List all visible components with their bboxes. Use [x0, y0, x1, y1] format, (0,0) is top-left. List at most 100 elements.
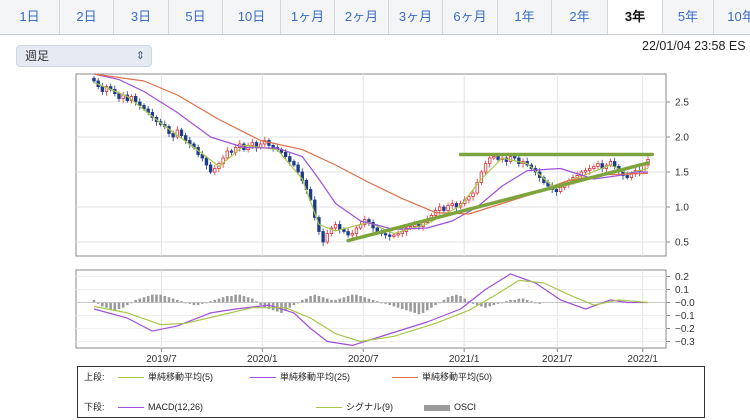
candle-body: [588, 168, 592, 171]
osci-bar: [188, 302, 192, 304]
price-y-tick-label: 2.5: [675, 98, 689, 109]
osci-bar: [113, 302, 117, 311]
candle-body: [450, 203, 454, 206]
candle-body: [338, 224, 342, 230]
osci-bar: [359, 296, 362, 303]
tab-10[interactable]: 2年: [552, 0, 608, 34]
candle-body: [454, 203, 459, 208]
osci-bar: [459, 296, 462, 303]
macd-frame: [75, 269, 667, 349]
osci-bar: [405, 302, 408, 311]
candle-body: [496, 156, 500, 160]
candle-body: [596, 163, 600, 167]
candle-body: [329, 227, 334, 234]
candle-body: [642, 164, 646, 173]
candle-body: [271, 144, 275, 148]
tab-13[interactable]: 10年: [714, 0, 750, 34]
osci-bar: [455, 294, 458, 303]
legend-item-label: 単純移動平均(25): [280, 372, 351, 382]
osci-bar: [330, 299, 333, 303]
osci-bar: [196, 302, 200, 306]
legend-item-sma50: 単純移動平均(50): [392, 370, 492, 384]
candle-body: [388, 234, 392, 237]
osci-bar: [234, 294, 237, 303]
x-tick-label: 2020/1: [247, 354, 278, 365]
osci-bar: [292, 302, 296, 306]
candle-body: [292, 161, 296, 166]
tab-5[interactable]: 1ヶ月: [281, 0, 335, 34]
osci-bar: [421, 302, 425, 313]
osci-bar: [392, 302, 396, 307]
osci-bar: [396, 302, 400, 308]
osci-bar: [300, 299, 304, 303]
tab-4[interactable]: 10日: [223, 0, 281, 34]
price-y-tick-label: 0.5: [675, 238, 689, 249]
osci-bar: [321, 297, 325, 303]
osci-bar: [209, 301, 212, 303]
osci-bar: [530, 301, 533, 303]
candle-body: [467, 196, 471, 201]
candle-body: [438, 206, 442, 211]
candle-body: [350, 233, 354, 236]
candle-body: [392, 234, 396, 237]
osci-bar: [96, 302, 100, 304]
osci-bar: [409, 302, 412, 312]
candle-body: [342, 228, 346, 232]
osci-bar: [101, 302, 104, 307]
legend-item-label: 単純移動平均(50): [422, 372, 493, 382]
tab-12[interactable]: 5年: [663, 0, 714, 34]
osci-swatch: [424, 404, 450, 411]
tab-0[interactable]: 1日: [0, 0, 60, 34]
candle-body: [175, 129, 179, 138]
osci-bar: [317, 296, 321, 303]
candle-body: [283, 151, 288, 157]
candle-period-value: 週足: [25, 49, 50, 63]
tab-8[interactable]: 6ヶ月: [443, 0, 498, 34]
candle-body: [612, 161, 617, 167]
osci-bar: [305, 298, 308, 303]
osci-bar: [355, 294, 358, 303]
candle-body: [138, 101, 142, 106]
tab-3[interactable]: 5日: [169, 0, 223, 34]
osci-bar: [367, 298, 371, 303]
period-tabs: 1日 2日 3日 5日 10日 1ヶ月 2ヶ月 3ヶ月 6ヶ月 1年 2年 3年 5年 10年: [0, 0, 750, 35]
support-trend-line: [346, 161, 650, 243]
legend: 上段: 単純移動平均(5) 単純移動平均(25) 単純移動平均(50) 下段: …: [77, 366, 705, 418]
sma25-swatch: [250, 377, 276, 379]
osci-bar: [313, 294, 317, 303]
candle-body: [229, 150, 234, 153]
legend-lower-label: 下段:: [84, 402, 105, 412]
tab-2[interactable]: 3日: [114, 0, 169, 34]
legend-item-signal: シグナル(9): [316, 400, 393, 414]
tab-6[interactable]: 2ヶ月: [335, 0, 389, 34]
candle-body: [104, 86, 109, 92]
candle-body: [375, 227, 379, 232]
osci-bar: [221, 297, 225, 303]
tab-11[interactable]: 3年: [608, 0, 663, 34]
x-tick-label: 2021/1: [449, 354, 480, 365]
osci-bar: [217, 298, 221, 303]
candle-body: [213, 168, 217, 173]
tab-9[interactable]: 1年: [498, 0, 552, 34]
candle-period-select[interactable]: 週足 ⇕: [16, 45, 152, 67]
tab-7[interactable]: 3ヶ月: [389, 0, 443, 34]
macd-line-1: [93, 279, 649, 343]
osci-bar: [363, 297, 367, 303]
osci-bar: [242, 296, 246, 303]
macd-swatch: [118, 407, 144, 409]
osci-bar: [117, 302, 121, 309]
candle-body: [396, 233, 400, 236]
osci-bar: [475, 302, 479, 306]
candle-body: [325, 233, 329, 243]
candle-body: [250, 142, 254, 146]
candle-body: [92, 77, 96, 82]
osci-bar: [176, 299, 179, 303]
osci-bar: [388, 302, 392, 306]
legend-upper-label: 上段:: [84, 372, 105, 382]
tab-1[interactable]: 2日: [60, 0, 114, 34]
candle-body: [513, 156, 517, 159]
osci-bar: [525, 299, 529, 303]
candle-body: [508, 156, 513, 162]
candle-body: [117, 93, 121, 99]
osci-bar: [346, 296, 350, 303]
